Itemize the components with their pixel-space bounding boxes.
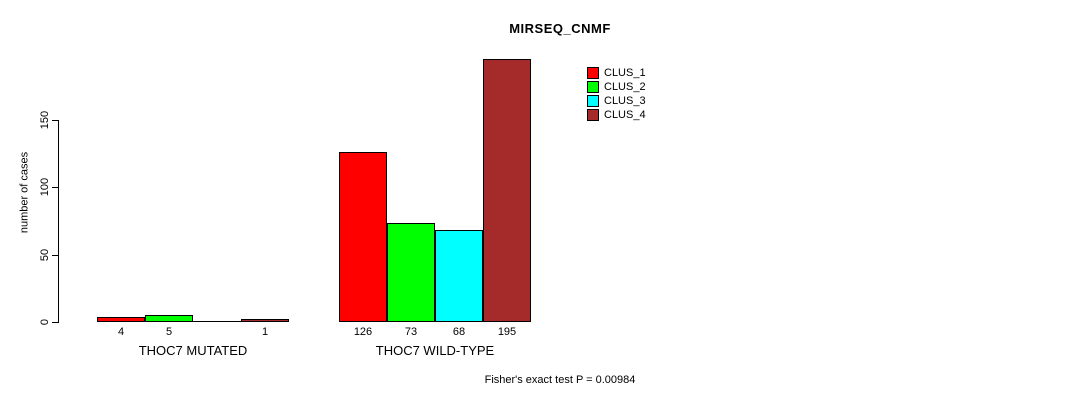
bar-value-label: 4 (117, 326, 125, 338)
bar-clus_3 (435, 230, 483, 322)
bar-clus_4 (483, 59, 531, 322)
y-tick-mark (52, 187, 58, 188)
legend-label-clus_4: CLUS_4 (604, 109, 646, 121)
legend-swatch-clus_1 (587, 67, 599, 79)
legend-label-clus_2: CLUS_2 (604, 81, 646, 93)
y-axis-label: number of cases (18, 151, 31, 234)
y-tick-label: 150 (39, 110, 51, 130)
bar-clus_2 (145, 315, 193, 322)
y-tick-label: 100 (39, 177, 51, 197)
y-tick-label: 50 (39, 248, 51, 262)
y-axis-line (58, 120, 59, 323)
footer-annotation: Fisher's exact test P = 0.00984 (484, 374, 636, 386)
legend-swatch-clus_4 (587, 109, 599, 121)
group-label: THOC7 MUTATED (138, 343, 248, 358)
legend-swatch-clus_2 (587, 81, 599, 93)
bar-clus_1 (339, 152, 387, 322)
legend-label-clus_3: CLUS_3 (604, 95, 646, 107)
legend-swatch-clus_3 (587, 95, 599, 107)
y-tick-mark (52, 120, 58, 121)
y-tick-mark (52, 322, 58, 323)
bar-value-label: 5 (165, 326, 173, 338)
group-label: THOC7 WILD-TYPE (375, 343, 495, 358)
bar-value-label: 1 (261, 326, 269, 338)
bar-value-label: 73 (404, 326, 418, 338)
y-tick-mark (52, 255, 58, 256)
bar-value-label: 195 (497, 326, 517, 338)
y-tick-label: 0 (39, 318, 51, 326)
chart-title: MIRSEQ_CNMF (509, 21, 611, 36)
bar-clus_1 (97, 317, 145, 322)
bar-clus_4 (241, 319, 289, 322)
bar-clus_3 (193, 321, 241, 322)
bar-clus_2 (387, 223, 435, 322)
bar-value-label: 68 (452, 326, 466, 338)
legend-label-clus_1: CLUS_1 (604, 67, 646, 79)
bar-value-label: 126 (353, 326, 373, 338)
